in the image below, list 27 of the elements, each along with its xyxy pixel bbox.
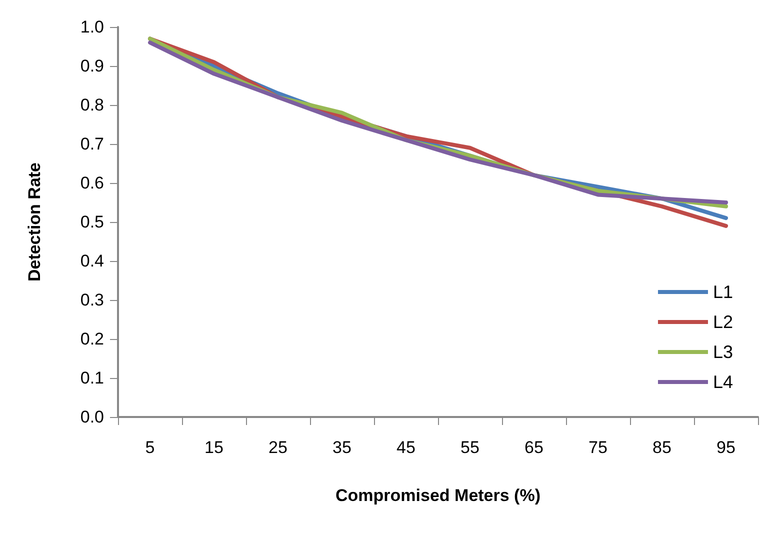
x-axis-title: Compromised Meters (%) (336, 486, 540, 505)
x-tick-label: 35 (332, 438, 352, 457)
y-tick-label: 0.1 (80, 368, 104, 388)
x-tick-label: 55 (460, 438, 480, 457)
y-axis-title: Detection Rate (25, 162, 44, 282)
legend-label: L1 (712, 282, 734, 302)
y-tick-label: 0.5 (80, 212, 104, 232)
legend-label: L4 (712, 372, 734, 392)
legend-label: L2 (712, 312, 734, 332)
y-tick-label: 0.6 (80, 174, 104, 192)
y-tick-label: 0.7 (80, 134, 104, 154)
y-tick-label: 0.3 (80, 290, 104, 310)
x-tick-label: 15 (204, 438, 224, 457)
y-tick-label: 0.4 (80, 252, 104, 270)
y-tick-label: 0.8 (80, 96, 104, 114)
y-tick-label: 0.9 (80, 56, 104, 76)
x-tick-label: 95 (716, 438, 736, 457)
legend-label: L3 (712, 342, 734, 362)
x-tick-label: 5 (145, 438, 155, 457)
x-tick-label: 25 (268, 438, 288, 457)
x-tick-label: 75 (588, 438, 608, 457)
y-tick-label: 0.2 (80, 330, 104, 348)
x-tick-label: 65 (524, 438, 544, 457)
y-tick-label: 1.0 (80, 18, 104, 36)
x-tick-label: 85 (652, 438, 672, 457)
y-tick-label: 0.0 (80, 408, 104, 426)
x-tick-label: 45 (396, 438, 416, 457)
